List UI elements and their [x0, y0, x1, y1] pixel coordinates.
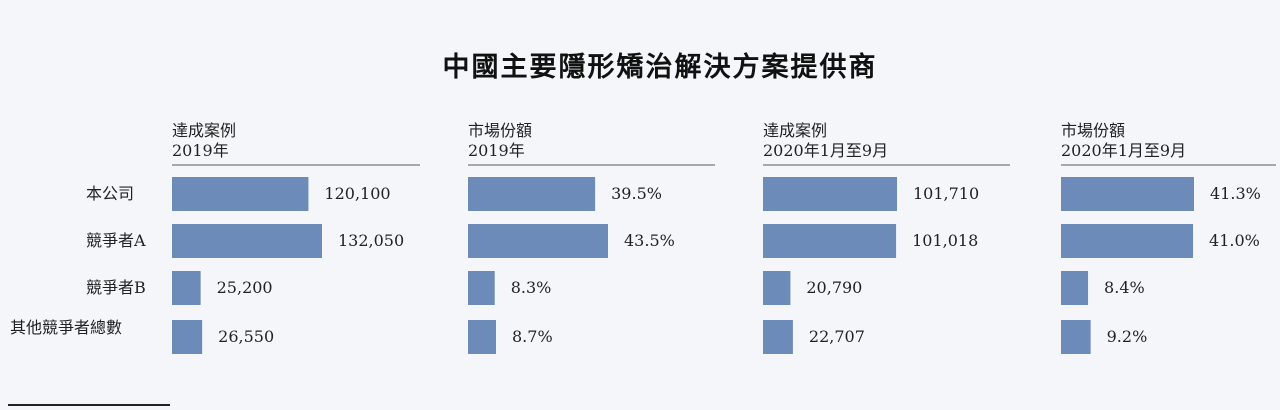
panel-4-title: 市場份額: [1061, 121, 1125, 140]
panel-4-period: 2020年1月至9月: [1061, 141, 1186, 160]
panel-2-title: 市場份額: [468, 121, 532, 140]
bar-3-company: [763, 177, 897, 211]
value-label-3-competitor-b: 20,790: [806, 278, 862, 297]
value-label-4-competitor-a: 41.0%: [1209, 231, 1260, 250]
bar-2-other-competitors: [468, 320, 496, 354]
value-label-3-company: 101,710: [913, 184, 979, 203]
value-label-1-company: 120,100: [324, 184, 390, 203]
value-label-2-other-competitors: 8.7%: [512, 327, 553, 346]
panel-3-title: 達成案例: [763, 121, 827, 140]
value-label-2-competitor-a: 43.5%: [624, 231, 675, 250]
row-labels: 本公司 競爭者A 競爭者B 其他競爭者總數: [10, 184, 146, 337]
value-label-1-competitor-a: 132,050: [338, 231, 404, 250]
bar-3-competitor-b: [763, 271, 791, 305]
value-label-4-company: 41.3%: [1210, 184, 1261, 203]
value-label-4-competitor-b: 8.4%: [1104, 278, 1145, 297]
panels: 達成案例2019年120,100132,05025,20026,550市場份額2…: [172, 121, 1276, 354]
row-label-competitor-b: 競爭者B: [86, 278, 146, 297]
chart-title: 中國主要隱形矯治解決方案提供商: [443, 51, 878, 83]
value-label-2-competitor-b: 8.3%: [511, 278, 552, 297]
bar-4-competitor-a: [1061, 224, 1194, 258]
panel-2-period: 2019年: [468, 141, 525, 160]
row-label-other-competitors: 其他競爭者總數: [10, 318, 122, 337]
bar-2-company: [468, 177, 596, 211]
value-label-3-other-competitors: 22,707: [809, 327, 865, 346]
value-label-3-competitor-a: 101,018: [912, 231, 978, 250]
row-label-company: 本公司: [86, 184, 134, 203]
bar-3-other-competitors: [763, 320, 793, 354]
bar-4-competitor-b: [1061, 271, 1089, 305]
value-label-2-company: 39.5%: [611, 184, 662, 203]
bar-4-company: [1061, 177, 1194, 211]
panel-1-title: 達成案例: [172, 121, 236, 140]
value-label-1-competitor-b: 25,200: [217, 278, 273, 297]
value-label-4-other-competitors: 9.2%: [1107, 327, 1148, 346]
panel-1-period: 2019年: [172, 141, 229, 160]
bar-1-competitor-b: [172, 271, 201, 305]
bar-3-competitor-a: [763, 224, 897, 258]
bar-1-other-competitors: [172, 320, 203, 354]
row-label-competitor-a: 競爭者A: [86, 231, 146, 250]
bar-1-competitor-a: [172, 224, 322, 258]
bar-1-company: [172, 177, 309, 211]
bar-4-other-competitors: [1061, 320, 1091, 354]
bar-2-competitor-b: [468, 271, 495, 305]
bar-2-competitor-a: [468, 224, 608, 258]
value-label-1-other-competitors: 26,550: [218, 327, 274, 346]
panel-3-period: 2020年1月至9月: [763, 141, 888, 160]
